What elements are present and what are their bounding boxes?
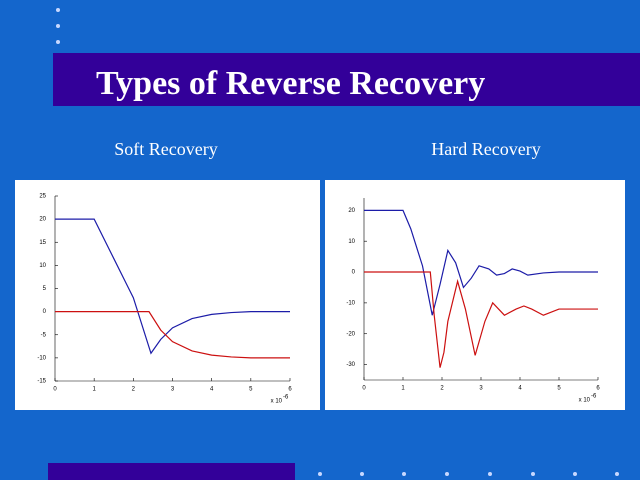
y-tick-label: -15 bbox=[37, 379, 46, 385]
series-line bbox=[55, 218, 290, 355]
y-tick-label: 20 bbox=[348, 208, 355, 214]
series-line bbox=[55, 311, 290, 359]
x-tick-label: 5 bbox=[249, 387, 253, 393]
x-tick-label: 4 bbox=[210, 387, 214, 393]
slide-title: Types of Reverse Recovery bbox=[96, 65, 485, 102]
chart-panel bbox=[325, 180, 625, 410]
series-line bbox=[364, 271, 598, 368]
x-tick-label: 0 bbox=[362, 386, 366, 392]
footer-band bbox=[48, 463, 295, 480]
y-tick-label: -20 bbox=[346, 331, 355, 337]
y-tick-label: -10 bbox=[37, 355, 46, 361]
chart-title: Soft Recovery bbox=[114, 139, 217, 159]
bullet-dot bbox=[56, 40, 60, 44]
x-axis-label: x 10 bbox=[271, 399, 283, 405]
footer-dots bbox=[318, 472, 619, 476]
chart-title: Hard Recovery bbox=[431, 139, 540, 159]
y-tick-label: 15 bbox=[39, 240, 46, 246]
x-tick-label: 1 bbox=[401, 386, 405, 392]
x-tick-label: 3 bbox=[479, 386, 483, 392]
series-line bbox=[364, 209, 598, 316]
x-tick-label: 1 bbox=[92, 387, 96, 393]
x-tick-label: 5 bbox=[557, 386, 561, 392]
y-tick-label: 10 bbox=[348, 239, 355, 245]
y-tick-label: 0 bbox=[352, 270, 356, 276]
y-tick-label: 5 bbox=[43, 286, 47, 292]
x-tick-label: 6 bbox=[596, 386, 600, 392]
x-tick-label: 2 bbox=[132, 387, 136, 393]
y-tick-label: -5 bbox=[41, 332, 47, 338]
x-tick-label: 6 bbox=[288, 387, 292, 393]
y-tick-label: 0 bbox=[43, 309, 47, 315]
x-tick-label: 2 bbox=[440, 386, 444, 392]
x-tick-label: 0 bbox=[53, 387, 57, 393]
x-tick-label: 4 bbox=[518, 386, 522, 392]
bullet-dot bbox=[56, 8, 60, 12]
x-axis-label-exponent: -6 bbox=[283, 395, 289, 401]
x-axis-label-exponent: -6 bbox=[591, 394, 597, 400]
x-axis-label: x 10 bbox=[579, 398, 591, 404]
y-tick-label: 10 bbox=[39, 263, 46, 269]
title-band bbox=[53, 53, 640, 106]
x-tick-label: 3 bbox=[171, 387, 175, 393]
y-tick-label: -30 bbox=[346, 362, 355, 368]
y-tick-label: 25 bbox=[39, 194, 46, 200]
bullet-dot bbox=[56, 24, 60, 28]
y-tick-label: -10 bbox=[346, 300, 355, 306]
chart-panel bbox=[15, 180, 320, 410]
y-tick-label: 20 bbox=[39, 217, 46, 223]
